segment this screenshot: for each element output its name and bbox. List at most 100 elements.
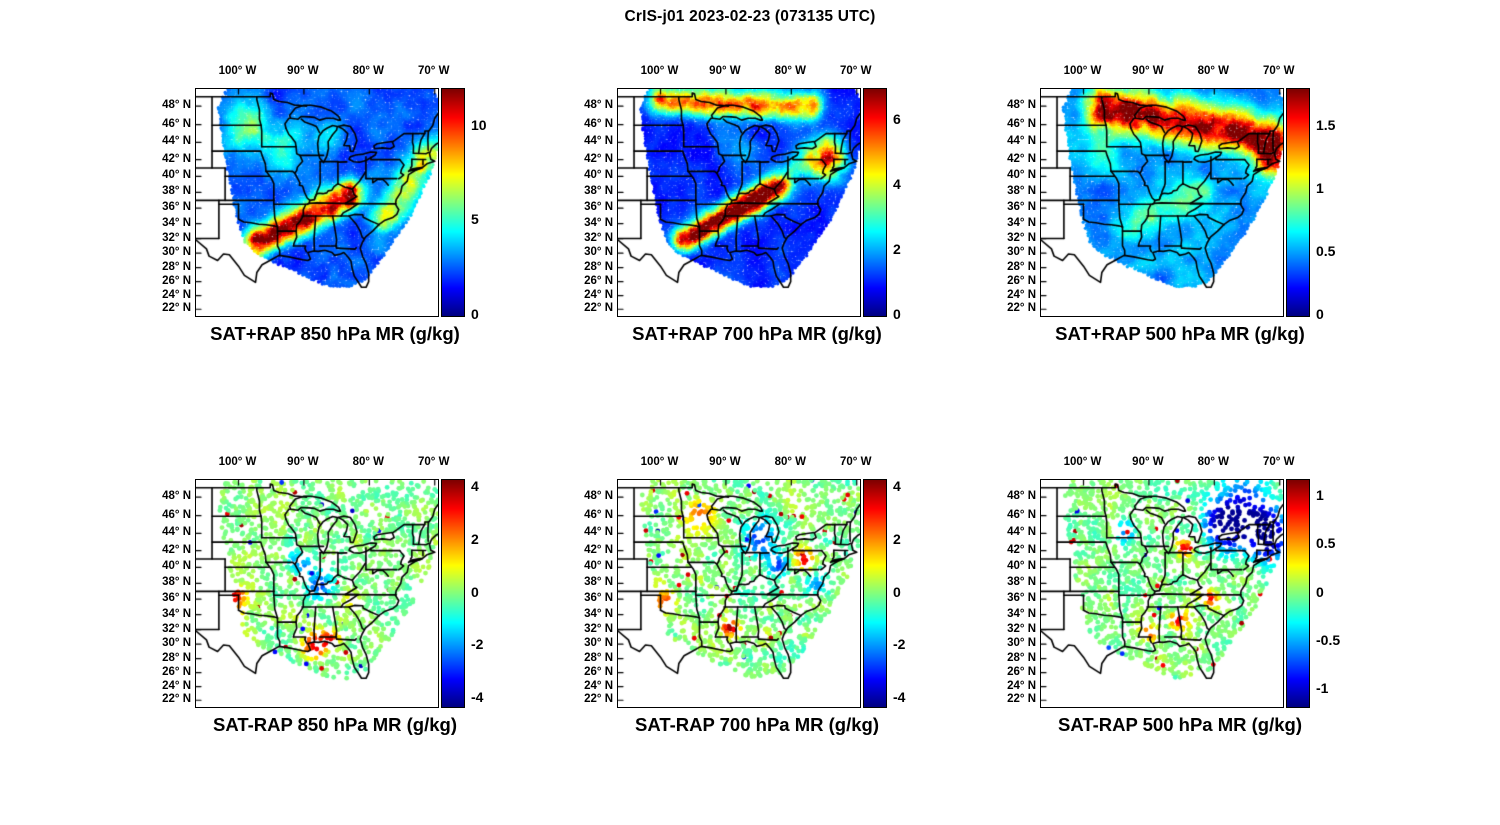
panel-title: SAT+RAP 850 hPa MR (g/kg) [210, 323, 460, 344]
y-tick-label: 22° N [1007, 302, 1036, 315]
map-plot-canvas-sat-minus-rap-700 [617, 479, 861, 708]
colorbar-tick-label: 2 [471, 530, 479, 547]
x-tick-label: 90° W [709, 456, 741, 468]
y-tick-label: 48° N [584, 99, 613, 112]
y-tick-label: 42° N [162, 543, 191, 556]
panel-sat-plus-rap-500: 100° W 90° W 80° W 70° W 48° N 46° N 44° N 42° … [965, 60, 1395, 365]
x-tick-label: 80° W [352, 65, 385, 77]
y-tick-label: 34° N [162, 216, 191, 229]
colorbar-tick-label: 2 [893, 241, 901, 258]
y-tick-label: 28° N [162, 651, 191, 664]
y-tick-label: 46° N [1007, 117, 1036, 130]
y-tick-label: 44° N [584, 526, 613, 539]
panel-sat-minus-rap-700: 100° W 90° W 80° W 70° W 48° N 46° N 44° N 42° … [542, 451, 972, 756]
y-tick-label: 36° N [162, 592, 191, 605]
y-tick-label: 48° N [162, 99, 191, 112]
x-tick-label: 70° W [417, 65, 450, 77]
colorbar-tick-label: 0.5 [1316, 242, 1336, 259]
x-tick-label: 70° W [1262, 456, 1295, 468]
y-tick-label: 34° N [584, 607, 613, 620]
y-tick-label: 42° N [584, 152, 613, 165]
y-tick-label: 48° N [584, 490, 613, 503]
colorbar-tick-label: 1 [1316, 487, 1324, 504]
y-tick-label: 48° N [162, 490, 191, 503]
x-tick-label: 100° W [640, 65, 679, 77]
panel-sat-minus-rap-500: 100° W 90° W 80° W 70° W 48° N 46° N 44° N 42° … [965, 451, 1395, 756]
map-plot-canvas-sat-minus-rap-500 [1040, 479, 1284, 708]
map-plot-canvas-sat-plus-rap-500 [1040, 88, 1284, 317]
colorbar-tick-label: -4 [893, 689, 906, 706]
colorbar-tick-label: 0 [1316, 583, 1324, 600]
colorbar-tick-label: 0 [893, 583, 901, 600]
y-tick-label: 28° N [162, 260, 191, 273]
x-tick-label: 80° W [1197, 65, 1230, 77]
y-tick-label: 36° N [162, 201, 191, 214]
y-tick-label: 46° N [584, 117, 613, 130]
colorbar-tick-label: 4 [471, 477, 479, 494]
y-tick-label: 36° N [1007, 592, 1036, 605]
y-tick-label: 48° N [1007, 99, 1036, 112]
y-tick-label: 26° N [162, 274, 191, 287]
y-tick-label: 38° N [1007, 185, 1036, 198]
y-tick-label: 46° N [1007, 508, 1036, 521]
x-tick-label: 90° W [1132, 456, 1164, 468]
y-tick-label: 30° N [1007, 637, 1036, 650]
y-tick-label: 46° N [162, 508, 191, 521]
panel-sat-plus-rap-850: 100° W 90° W 80° W 70° W 48° N 46° N 44° N 42° … [120, 60, 550, 365]
y-tick-label: 32° N [162, 231, 191, 244]
x-tick-label: 100° W [218, 456, 257, 468]
y-tick-label: 38° N [584, 576, 613, 589]
y-tick-label: 26° N [584, 274, 613, 287]
y-tick-label: 26° N [1007, 665, 1036, 678]
colorbar-sat-plus-rap-500 [1286, 88, 1310, 317]
panel-title: SAT+RAP 500 hPa MR (g/kg) [1055, 323, 1305, 344]
x-tick-label: 100° W [1063, 456, 1102, 468]
colorbar-sat-minus-rap-850 [441, 479, 465, 708]
x-tick-label: 70° W [1262, 65, 1295, 77]
y-tick-label: 42° N [1007, 543, 1036, 556]
y-tick-label: 30° N [584, 637, 613, 650]
x-tick-label: 80° W [774, 65, 807, 77]
x-tick-label: 80° W [774, 456, 807, 468]
y-tick-label: 24° N [162, 679, 191, 692]
y-tick-label: 24° N [1007, 288, 1036, 301]
y-tick-label: 32° N [1007, 622, 1036, 635]
y-tick-label: 36° N [1007, 201, 1036, 214]
y-tick-label: 32° N [584, 622, 613, 635]
y-tick-label: 34° N [1007, 607, 1036, 620]
y-tick-label: 30° N [1007, 246, 1036, 259]
panel-sat-minus-rap-850: 100° W 90° W 80° W 70° W 48° N 46° N 44° N 42° … [120, 451, 550, 756]
colorbar-tick-label: -1 [1316, 679, 1329, 696]
colorbar-tick-label: 0 [471, 306, 479, 322]
y-tick-label: 36° N [584, 592, 613, 605]
y-tick-label: 42° N [1007, 152, 1036, 165]
colorbar-tick-label: -4 [471, 689, 484, 706]
y-tick-label: 26° N [1007, 274, 1036, 287]
y-tick-label: 30° N [162, 637, 191, 650]
colorbar-tick-label: 4 [893, 176, 901, 193]
y-tick-label: 26° N [584, 665, 613, 678]
y-tick-label: 38° N [584, 185, 613, 198]
colorbar-sat-minus-rap-700 [863, 479, 887, 708]
map-plot-canvas-sat-plus-rap-850 [195, 88, 439, 317]
y-tick-label: 32° N [584, 231, 613, 244]
y-tick-label: 22° N [584, 693, 613, 706]
y-tick-label: 40° N [162, 169, 191, 182]
colorbar-tick-label: -0.5 [1316, 631, 1341, 648]
colorbar-tick-label: 1.5 [1316, 116, 1336, 133]
colorbar-tick-label: -2 [893, 636, 906, 653]
y-tick-label: 44° N [162, 135, 191, 148]
y-tick-label: 34° N [1007, 216, 1036, 229]
x-tick-label: 100° W [1063, 65, 1102, 77]
x-tick-label: 90° W [709, 65, 741, 77]
x-tick-label: 90° W [287, 456, 319, 468]
y-tick-label: 42° N [162, 152, 191, 165]
y-tick-label: 40° N [162, 560, 191, 573]
y-tick-label: 30° N [584, 246, 613, 259]
x-tick-label: 70° W [417, 456, 450, 468]
panel-title: SAT-RAP 500 hPa MR (g/kg) [1058, 714, 1302, 735]
y-tick-label: 24° N [162, 288, 191, 301]
y-tick-label: 22° N [1007, 693, 1036, 706]
y-tick-label: 34° N [162, 607, 191, 620]
y-tick-label: 40° N [584, 169, 613, 182]
